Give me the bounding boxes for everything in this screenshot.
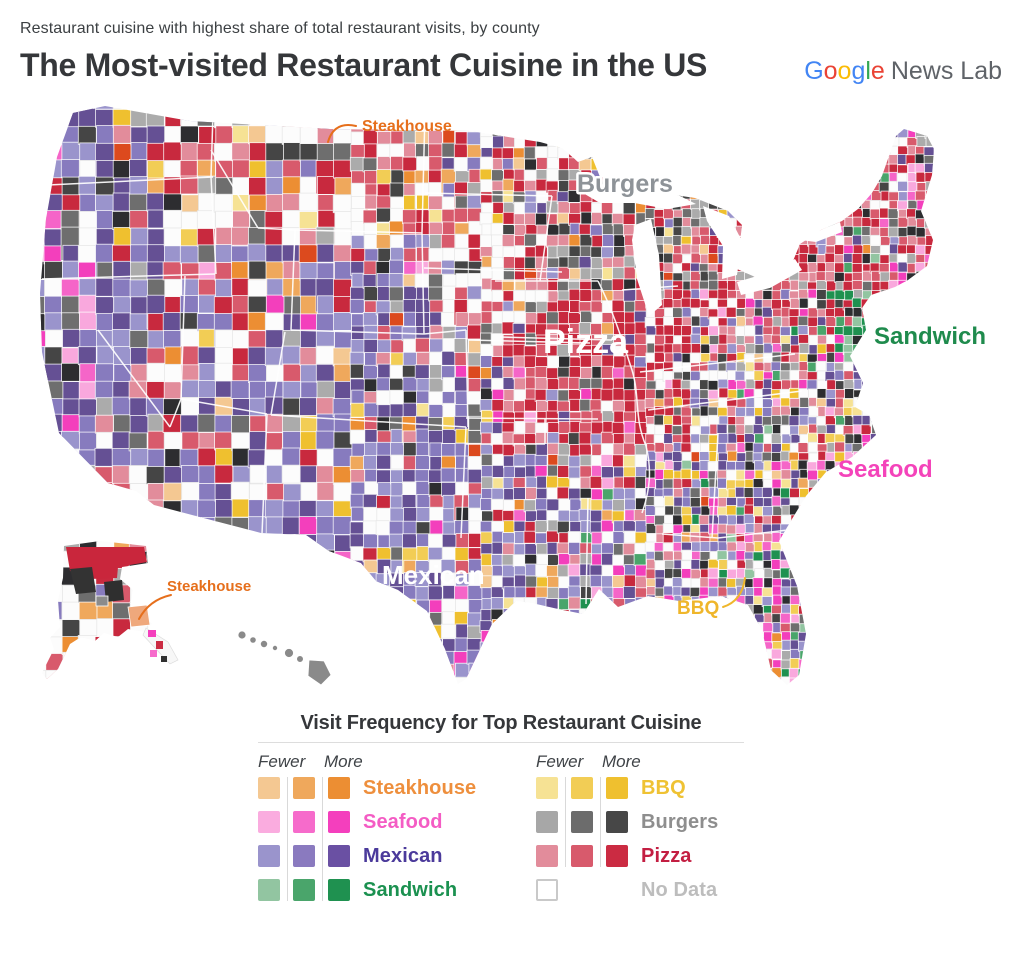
legend-more-label: More: [324, 752, 363, 771]
google-logo-letters: Google: [804, 57, 885, 85]
legend-row-label: Steakhouse: [363, 777, 477, 799]
google-letter: l: [865, 57, 871, 85]
legend-row-burgers: Burgers: [536, 811, 744, 835]
hawaii-islands: [237, 630, 332, 686]
great-lakes: [583, 180, 842, 316]
legend-swatch-nodata: [536, 879, 558, 901]
google-letter: g: [851, 57, 866, 85]
legend-swatch: [536, 845, 558, 867]
map-label-steakhouse-north-leader-line: [327, 124, 357, 143]
legend-swatch: [606, 811, 628, 833]
legend-swatch: [328, 811, 350, 833]
legend-title: Visit Frequency for Top Restaurant Cuisi…: [300, 712, 702, 734]
legend-swatch: [606, 777, 628, 799]
map-label-steakhouse-alaska-leader-line: [138, 594, 172, 620]
legend-row-label: No Data: [641, 879, 718, 901]
map-labels: Steakhouse Burgers Pizza Sandwich Seafood Mex…: [138, 118, 986, 620]
legend-swatch: [258, 777, 280, 799]
legend-row-label: Sandwich: [363, 879, 458, 901]
legend-swatch: [536, 777, 558, 799]
legend-row-no-data: No Data: [536, 879, 744, 903]
legend: Visit Frequency for Top Restaurant Cuisi…: [258, 712, 744, 913]
legend-fewer-label: Fewer: [536, 752, 584, 771]
legend-group: Fewer More BBQ Burgers Pizza No Data: [536, 752, 744, 913]
legend-row-label: Burgers: [641, 811, 719, 833]
legend-row-label: Seafood: [363, 811, 443, 833]
news-lab-wordmark: News Lab: [890, 57, 1002, 85]
subtitle: Restaurant cuisine with highest share of…: [20, 20, 540, 37]
legend-swatch: [293, 845, 315, 867]
google-letter: o: [823, 57, 838, 85]
legend-fewer-label: Fewer: [258, 752, 306, 771]
legend-swatch: [328, 879, 350, 901]
legend-swatch: [258, 811, 280, 833]
map-label-steakhouse-north: Steakhouse: [362, 118, 452, 135]
page-title: The Most-visited Restaurant Cuisine in t…: [20, 47, 708, 83]
legend-swatch: [293, 777, 315, 799]
map-label-bbq: BBQ: [677, 598, 719, 619]
legend-swatch: [328, 845, 350, 867]
legend-row-bbq: BBQ: [536, 777, 744, 801]
legend-row-sandwich: Sandwich: [258, 879, 536, 903]
google-letter: o: [837, 57, 852, 85]
map-label-burgers: Burgers: [577, 170, 673, 198]
county-mosaic: [40, 106, 934, 685]
legend-swatch: [571, 777, 593, 799]
map-label-steakhouse-alaska: Steakhouse: [167, 578, 251, 595]
legend-row-label: Pizza: [641, 845, 692, 867]
legend-row-steakhouse: Steakhouse: [258, 777, 536, 801]
google-letter: e: [870, 57, 885, 85]
legend-swatch: [571, 811, 593, 833]
map-label-mexican: Mexican: [382, 560, 485, 590]
legend-row-seafood: Seafood: [258, 811, 536, 835]
google-letter: G: [804, 57, 824, 85]
legend-swatch: [536, 811, 558, 833]
google-news-lab-logo: Google News Lab: [804, 59, 1004, 84]
legend-swatch-separator: [321, 777, 323, 901]
legend-groups: Fewer More Steakhouse Seafood Mexican Sandwic…: [258, 752, 744, 913]
map-svg: Steakhouse Burgers Pizza Sandwich Seafood Mex…: [40, 106, 986, 686]
map-label-seafood: Seafood: [838, 456, 933, 483]
state-borders: [41, 110, 803, 605]
us-cuisine-choropleth-map: Steakhouse Burgers Pizza Sandwich Seafood Mex…: [0, 88, 1024, 710]
legend-swatch: [606, 845, 628, 867]
legend-group: Fewer More Steakhouse Seafood Mexican Sandwic…: [258, 752, 536, 913]
header: Restaurant cuisine with highest share of…: [0, 0, 1024, 84]
legend-swatch: [258, 879, 280, 901]
legend-swatch-separator: [564, 777, 566, 867]
legend-more-label: More: [602, 752, 641, 771]
legend-swatch: [293, 811, 315, 833]
alaska-detail: [66, 547, 179, 665]
legend-row-label: BBQ: [641, 777, 686, 799]
legend-row-pizza: Pizza: [536, 845, 744, 869]
legend-swatch-separator: [599, 777, 601, 867]
legend-swatch: [293, 879, 315, 901]
legend-swatch: [258, 845, 280, 867]
legend-swatch: [328, 777, 350, 799]
map-label-pizza: Pizza: [543, 323, 629, 361]
legend-swatch-separator: [286, 777, 288, 901]
map-label-sandwich: Sandwich: [874, 323, 986, 350]
legend-row-label: Mexican: [363, 845, 443, 867]
legend-divider: [258, 742, 744, 743]
legend-row-mexican: Mexican: [258, 845, 536, 869]
legend-swatch: [571, 845, 593, 867]
map-label-bbq-leader-line: [722, 577, 746, 608]
